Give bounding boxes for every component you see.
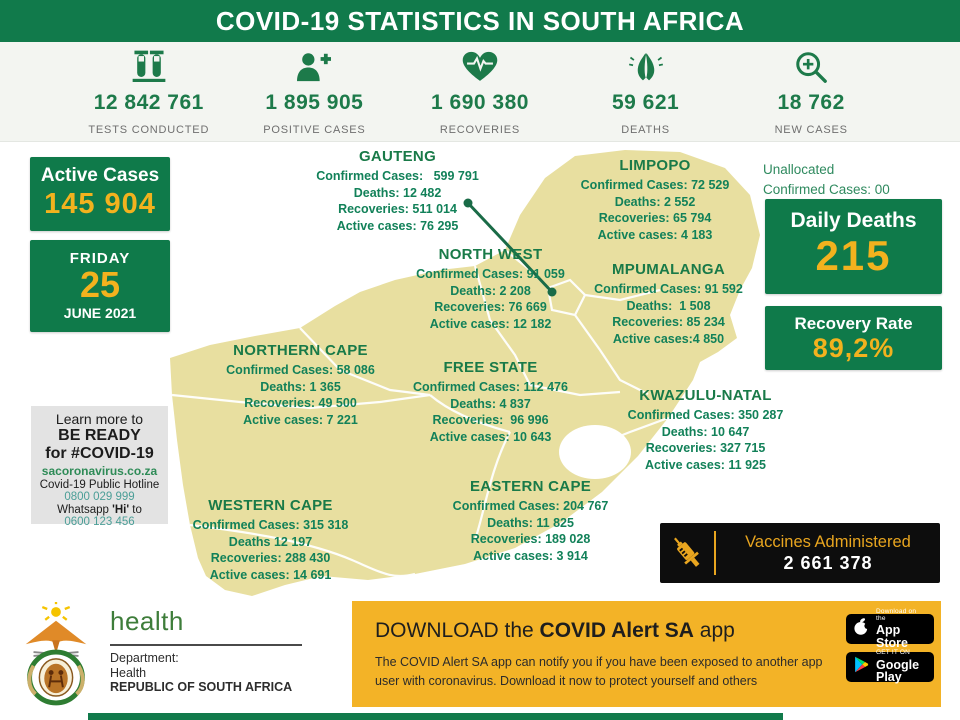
whatsapp-number[interactable]: 0600 123 456 <box>64 516 135 528</box>
syringe-icon <box>660 533 714 573</box>
vaccines-title: Vaccines Administered <box>745 532 911 551</box>
recovery-rate-box: Recovery Rate 89,2% <box>765 306 942 370</box>
google-play-icon <box>853 655 870 679</box>
province-mpumalanga: MPUMALANGA Confirmed Cases: 91 592 Death… <box>594 261 743 346</box>
date-box: FRIDAY 25 JUNE 2021 <box>30 240 170 332</box>
daily-deaths-value: 215 <box>815 232 892 279</box>
learn-more-line3: for #COVID-19 <box>45 445 154 462</box>
logo-rule <box>110 644 302 646</box>
stat-label: TESTS CONDUCTED <box>88 124 210 136</box>
heart-pulse-icon <box>397 50 563 84</box>
stat-value: 18 762 <box>777 91 845 114</box>
magnifier-plus-icon <box>728 50 894 84</box>
recovery-rate-value: 89,2% <box>812 333 895 363</box>
recovery-rate-title: Recovery Rate <box>794 314 913 333</box>
stat-recoveries: 1 690 380 RECOVERIES <box>397 50 563 136</box>
learn-more-line2: BE READY <box>58 427 141 444</box>
hotline-number[interactable]: 0800 029 999 <box>64 491 135 503</box>
apple-icon <box>853 617 871 642</box>
praying-hands-icon <box>563 50 729 84</box>
date-day: 25 <box>79 264 121 305</box>
stat-label: RECOVERIES <box>439 124 521 136</box>
daily-deaths-box: Daily Deaths 215 <box>765 199 942 294</box>
health-logo-word: health <box>110 606 184 636</box>
hotline-label: Covid-19 Public Hotline <box>39 479 160 491</box>
google-play-badge[interactable]: GET IT ON Google Play <box>846 650 934 684</box>
learn-more-box: Learn more to BE READY for #COVID-19 sac… <box>31 406 168 528</box>
province-northern-cape: NORTHERN CAPE Confirmed Cases: 58 086 De… <box>226 342 375 427</box>
national-stats-row: 12 842 761 TESTS CONDUCTED 1 895 905 POS… <box>66 50 894 136</box>
test-tubes-icon <box>66 50 232 84</box>
vaccines-value: 2 661 378 <box>783 552 873 573</box>
person-plus-icon <box>232 50 398 84</box>
stat-label: NEW CASES <box>774 124 848 136</box>
province-north-west: NORTH WEST Confirmed Cases: 91 059 Death… <box>416 246 565 331</box>
province-kwazulu-natal: KWAZULU-NATAL Confirmed Cases: 350 287 D… <box>627 387 784 472</box>
active-cases-box: Active Cases 145 904 <box>30 157 170 231</box>
bottom-green-strip <box>88 713 783 720</box>
banner-body-text: The COVID Alert SA app can notify you if… <box>375 655 823 688</box>
province-gauteng: GAUTENG Confirmed Cases: 599 791 Deaths:… <box>316 148 479 233</box>
unallocated-cases: Unallocated Confirmed Cases: 00 <box>763 162 890 197</box>
daily-deaths-title: Daily Deaths <box>790 209 917 232</box>
stat-value: 1 690 380 <box>431 91 529 114</box>
stat-label: POSITIVE CASES <box>263 124 366 136</box>
vaccines-administered-box: Vaccines Administered 2 661 378 <box>660 523 940 583</box>
stat-tests-conducted: 12 842 761 TESTS CONDUCTED <box>66 50 232 136</box>
gauteng-pointer-line <box>463 198 557 297</box>
stat-new-cases: 18 762 NEW CASES <box>728 50 894 136</box>
country-outline <box>170 150 760 596</box>
website-link[interactable]: sacoronavirus.co.za <box>41 464 158 478</box>
stat-label: DEATHS <box>621 124 670 136</box>
covid-alert-app-banner: DOWNLOAD the COVID Alert SA app The COVI… <box>352 601 941 707</box>
active-cases-title: Active Cases <box>40 165 160 186</box>
department-text: Department: Health REPUBLIC OF SOUTH AFR… <box>110 651 293 694</box>
province-western-cape: WESTERN CAPE Confirmed Cases: 315 318 De… <box>192 497 349 582</box>
lesotho-enclave <box>559 425 631 479</box>
whatsapp-label: Whatsapp 'Hi' to <box>57 504 142 516</box>
stat-value: 1 895 905 <box>265 91 364 114</box>
learn-more-line1: Learn more to <box>55 411 144 427</box>
date-weekday: FRIDAY <box>69 250 131 267</box>
page-title: COVID-19 STATISTICS IN SOUTH AFRICA <box>0 0 960 42</box>
stat-deaths: 59 621 DEATHS <box>563 50 729 136</box>
active-cases-value: 145 904 <box>44 188 156 220</box>
south-africa-map <box>60 140 770 610</box>
province-eastern-cape: EASTERN CAPE Confirmed Cases: 204 767 De… <box>452 478 609 563</box>
stat-positive-cases: 1 895 905 POSITIVE CASES <box>232 50 398 136</box>
stat-value: 59 621 <box>611 91 680 114</box>
coat-of-arms-logo <box>12 601 100 706</box>
stat-value: 12 842 761 <box>93 91 204 114</box>
sun-rays <box>41 601 71 621</box>
banner-headline: DOWNLOAD the COVID Alert SA app <box>375 619 735 642</box>
vaccines-divider <box>714 531 716 575</box>
province-free-state: FREE STATE Confirmed Cases: 112 476 Deat… <box>413 359 568 444</box>
app-store-badge[interactable]: Download on the App Store <box>846 608 934 649</box>
secretary-bird <box>25 620 87 645</box>
date-month-year: JUNE 2021 <box>63 305 137 321</box>
province-limpopo: LIMPOPO Confirmed Cases: 72 529 Deaths: … <box>580 157 730 242</box>
